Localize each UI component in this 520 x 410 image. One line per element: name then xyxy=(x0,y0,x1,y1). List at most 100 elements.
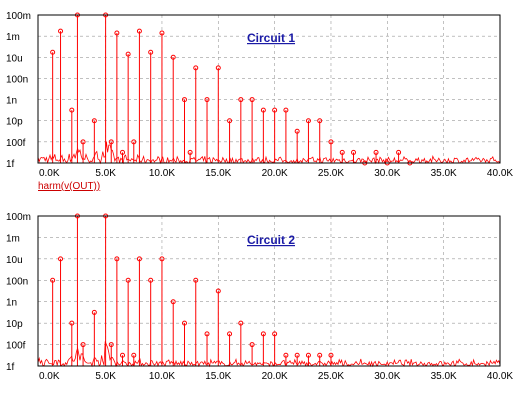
y-tick-label: 1m xyxy=(6,32,20,43)
harmonic-point xyxy=(69,320,75,326)
harmonic-point xyxy=(249,342,255,348)
x-tick-label: 20.0K xyxy=(262,168,288,179)
harmonic-point xyxy=(283,352,289,358)
y-tick-label: 100m xyxy=(6,11,31,22)
y-tick-label: 1f xyxy=(6,159,15,170)
harmonic-point xyxy=(351,149,357,155)
harmonic-point xyxy=(125,51,131,57)
harmonic-point xyxy=(159,256,165,262)
harmonic-point xyxy=(108,342,114,348)
harmonic-point xyxy=(373,149,379,155)
harmonic-point xyxy=(238,320,244,326)
harmonic-point xyxy=(50,49,56,55)
harmonic-point xyxy=(131,139,137,145)
chart-title: Circuit 2 xyxy=(247,233,295,247)
x-tick-label: 0.0K xyxy=(39,168,60,179)
harmonic-point xyxy=(215,288,221,294)
harmonic-point xyxy=(294,128,300,134)
noise-floor-trace xyxy=(37,141,501,165)
chart-title: Circuit 1 xyxy=(247,31,295,45)
x-tick-label: 30.0K xyxy=(374,371,400,382)
y-tick-label: 10p xyxy=(6,117,23,128)
harmonic-point xyxy=(305,118,311,124)
harmonic-point xyxy=(170,54,176,60)
harmonic-point xyxy=(136,256,142,262)
x-tick-label: 5.0K xyxy=(95,371,116,382)
harmonic-point xyxy=(204,331,210,337)
harmonic-point xyxy=(91,118,97,124)
harmonic-point xyxy=(120,149,126,155)
harmonic-point xyxy=(148,277,154,283)
x-tick-label: 20.0K xyxy=(262,371,288,382)
trace-legend-label[interactable]: harm(v(OUT)) xyxy=(38,181,100,192)
x-tick-label: 15.0K xyxy=(205,168,231,179)
x-tick-label: 10.0K xyxy=(149,168,175,179)
harmonic-point xyxy=(187,149,193,155)
harmonic-point xyxy=(294,352,300,358)
harmonic-point xyxy=(50,277,56,283)
harmonic-point xyxy=(227,118,233,124)
y-tick-label: 1f xyxy=(6,362,15,373)
x-tick-label: 35.0K xyxy=(431,168,457,179)
harmonic-point xyxy=(80,139,86,145)
y-tick-label: 1n xyxy=(6,96,17,107)
harmonic-point xyxy=(328,352,334,358)
y-tick-label: 100n xyxy=(6,276,28,287)
harmonic-point xyxy=(91,309,97,315)
y-tick-label: 10u xyxy=(6,255,23,266)
x-tick-label: 25.0K xyxy=(318,168,344,179)
harmonic-point xyxy=(272,107,278,113)
harmonic-point xyxy=(260,107,266,113)
harmonic-point xyxy=(159,30,165,36)
harmonic-point xyxy=(170,299,176,305)
harmonic-point xyxy=(58,28,64,34)
harmonic-point xyxy=(396,149,402,155)
harmonic-point xyxy=(181,97,187,103)
harmonic-point xyxy=(131,352,137,358)
y-tick-label: 10u xyxy=(6,53,23,64)
plot-frame xyxy=(37,215,501,367)
y-tick-label: 10p xyxy=(6,319,23,330)
harmonic-point xyxy=(305,352,311,358)
harmonic-point xyxy=(317,352,323,358)
x-tick-label: 5.0K xyxy=(95,168,116,179)
y-tick-label: 100m xyxy=(6,212,31,223)
harmonic-point xyxy=(272,331,278,337)
harmonic-point xyxy=(204,97,210,103)
harmonic-point xyxy=(136,28,142,34)
y-tick-label: 100f xyxy=(6,138,26,149)
harmonic-point xyxy=(80,342,86,348)
harmonic-point xyxy=(193,277,199,283)
noise-floor-trace xyxy=(37,341,501,368)
harmonic-point xyxy=(317,118,323,124)
harmonic-point xyxy=(238,97,244,103)
chart-panel-circuit-1: 100m 1m 10u 100n 1n 10p 100f 1f 0.0K 5.0K 10.0K 15… xyxy=(6,11,513,192)
harmonic-point xyxy=(114,256,120,262)
x-tick-label: 0.0K xyxy=(39,371,60,382)
x-tick-label: 15.0K xyxy=(205,371,231,382)
x-tick-label: 40.0K xyxy=(487,168,513,179)
harmonic-point xyxy=(339,149,345,155)
harmonic-point xyxy=(260,331,266,337)
harmonic-point xyxy=(125,277,131,283)
harmonic-point xyxy=(215,65,221,71)
x-tick-label: 35.0K xyxy=(431,371,457,382)
harmonic-point xyxy=(69,107,75,113)
harmonic-point xyxy=(283,107,289,113)
x-tick-label: 10.0K xyxy=(149,371,175,382)
x-tick-label: 30.0K xyxy=(374,168,400,179)
plot-frame xyxy=(37,14,501,164)
harmonic-point xyxy=(249,97,255,103)
y-tick-label: 1m xyxy=(6,233,20,244)
harmonic-point xyxy=(148,49,154,55)
y-tick-label: 100f xyxy=(6,341,26,352)
y-tick-label: 1n xyxy=(6,298,17,309)
harmonic-point xyxy=(181,320,187,326)
harmonic-point xyxy=(328,139,334,145)
y-tick-label: 100n xyxy=(6,74,28,85)
x-tick-label: 40.0K xyxy=(487,371,513,382)
x-tick-label: 25.0K xyxy=(318,371,344,382)
chart-panel-circuit-2: 100m 1m 10u 100n 1n 10p 100f 1f 0.0K 5.0K 10.0K 15… xyxy=(6,212,513,382)
harmonic-point xyxy=(193,65,199,71)
